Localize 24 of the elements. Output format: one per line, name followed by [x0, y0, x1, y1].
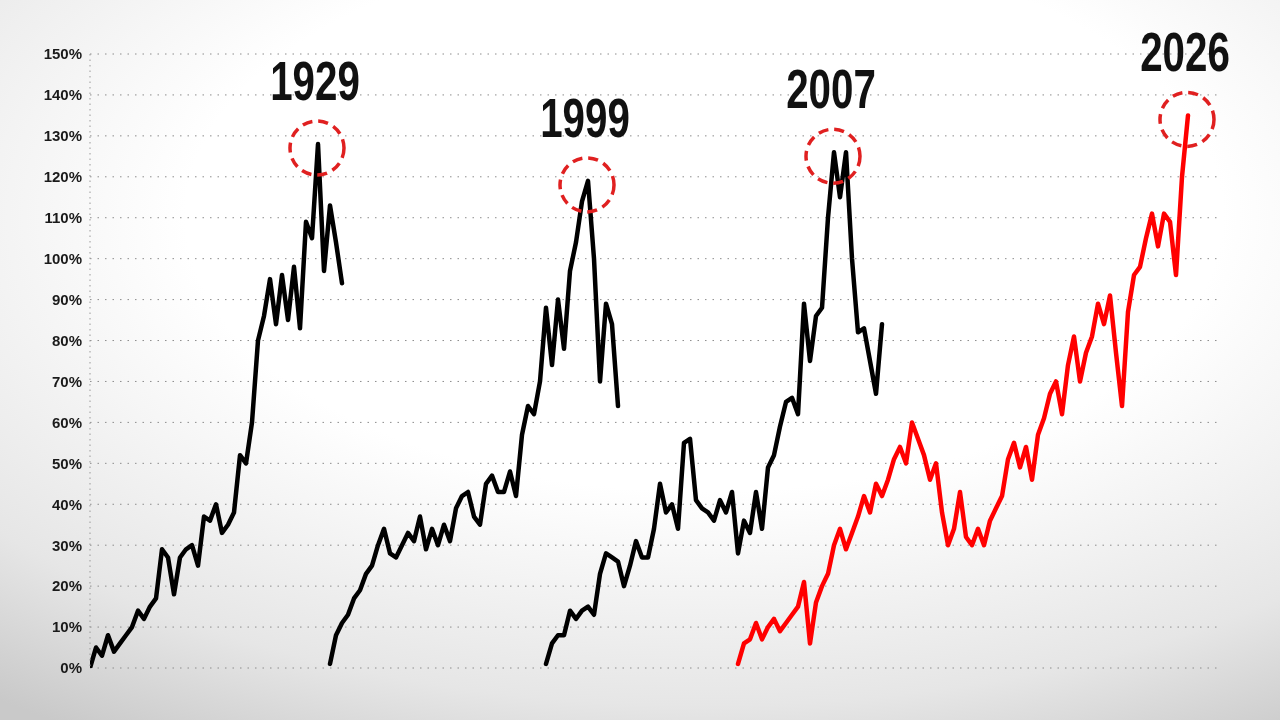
line-series: [543, 149, 885, 667]
series-label: 1999: [540, 86, 630, 149]
y-tick-label: 30%: [51, 536, 82, 554]
line-series: [735, 113, 1191, 667]
y-tick-label: 40%: [51, 495, 82, 513]
y-tick-label: 100%: [43, 249, 82, 267]
y-tick-label: 80%: [51, 331, 82, 349]
y-tick-label: 150%: [43, 45, 82, 63]
line-series: [90, 141, 345, 668]
y-tick-label: 50%: [51, 454, 82, 472]
y-tick-label: 10%: [51, 618, 82, 636]
line-series: [327, 178, 621, 667]
series-label: 1929: [270, 49, 360, 112]
y-tick-label: 120%: [43, 168, 82, 186]
y-tick-label: 110%: [44, 209, 82, 227]
y-tick-label: 20%: [51, 577, 82, 595]
y-tick-label: 130%: [43, 127, 82, 145]
y-tick-label: 60%: [51, 413, 82, 431]
series-label: 2007: [786, 57, 876, 120]
y-tick-label: 0%: [60, 659, 82, 677]
y-tick-label: 70%: [51, 372, 82, 390]
series-label: 2026: [1140, 20, 1230, 83]
y-tick-label: 90%: [51, 290, 82, 308]
y-tick-label: 140%: [43, 86, 82, 104]
